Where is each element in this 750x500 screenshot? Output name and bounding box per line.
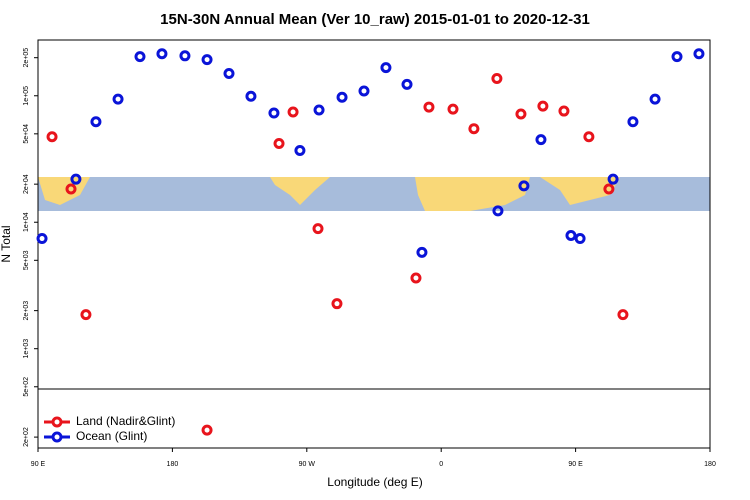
point bbox=[671, 51, 683, 63]
x-tick-label: 90 W bbox=[299, 461, 316, 468]
point bbox=[90, 116, 102, 128]
point bbox=[607, 173, 619, 185]
point bbox=[535, 134, 547, 146]
point bbox=[245, 90, 257, 102]
point bbox=[627, 116, 639, 128]
point bbox=[468, 123, 480, 135]
point bbox=[416, 246, 428, 258]
point bbox=[36, 233, 48, 245]
point bbox=[46, 131, 58, 143]
point bbox=[273, 138, 285, 150]
legend-label: Ocean (Glint) bbox=[76, 429, 147, 443]
x-tick-label: 90 E bbox=[31, 461, 46, 468]
legend-label: Land (Nadir&Glint) bbox=[76, 414, 175, 428]
point bbox=[312, 223, 324, 235]
y-tick-label: 5e+04 bbox=[23, 124, 30, 144]
point bbox=[65, 183, 77, 195]
point bbox=[112, 93, 124, 105]
y-tick-label: 5e+03 bbox=[23, 250, 30, 270]
point bbox=[515, 108, 527, 120]
chart-title: 15N-30N Annual Mean (Ver 10_raw) 2015-01… bbox=[160, 11, 590, 28]
point bbox=[134, 51, 146, 63]
point bbox=[380, 62, 392, 74]
point bbox=[179, 50, 191, 62]
legend-marker bbox=[51, 431, 63, 443]
point bbox=[492, 205, 504, 217]
y-axis-label: N Total bbox=[0, 225, 13, 262]
point bbox=[565, 230, 577, 242]
map-band bbox=[38, 177, 710, 211]
y-tick-label: 1e+03 bbox=[23, 339, 30, 359]
y-tick-label: 2e+05 bbox=[23, 48, 30, 68]
point bbox=[649, 93, 661, 105]
point bbox=[80, 309, 92, 321]
point bbox=[331, 298, 343, 310]
point bbox=[336, 91, 348, 103]
x-tick-label: 180 bbox=[704, 461, 716, 468]
y-tick-label: 2e+03 bbox=[23, 301, 30, 321]
point bbox=[603, 183, 615, 195]
point bbox=[583, 131, 595, 143]
point bbox=[313, 104, 325, 116]
legend-marker bbox=[51, 416, 63, 428]
y-tick-label: 1e+04 bbox=[23, 212, 30, 232]
point bbox=[156, 48, 168, 60]
point bbox=[410, 272, 422, 284]
point bbox=[537, 100, 549, 112]
y-tick-label: 2e+02 bbox=[23, 427, 30, 447]
y-tick-label: 5e+02 bbox=[23, 377, 30, 397]
point bbox=[223, 67, 235, 79]
point bbox=[617, 309, 629, 321]
y-tick-label: 2e+04 bbox=[23, 174, 30, 194]
point bbox=[287, 106, 299, 118]
point bbox=[558, 105, 570, 117]
y-tick-label: 1e+05 bbox=[23, 86, 30, 106]
point bbox=[358, 85, 370, 97]
point bbox=[201, 54, 213, 66]
point bbox=[574, 233, 586, 245]
x-tick-label: 0 bbox=[439, 461, 443, 468]
point bbox=[268, 107, 280, 119]
point bbox=[401, 78, 413, 90]
point bbox=[447, 103, 459, 115]
plot-frame bbox=[37, 39, 711, 449]
x-axis-label: Longitude (deg E) bbox=[327, 475, 422, 489]
point bbox=[70, 173, 82, 185]
point bbox=[693, 48, 705, 60]
x-tick-label: 90 E bbox=[568, 461, 583, 468]
point bbox=[423, 101, 435, 113]
point bbox=[201, 424, 213, 436]
point bbox=[518, 180, 530, 192]
point bbox=[491, 72, 503, 84]
point bbox=[294, 145, 306, 157]
x-tick-label: 180 bbox=[167, 461, 179, 468]
